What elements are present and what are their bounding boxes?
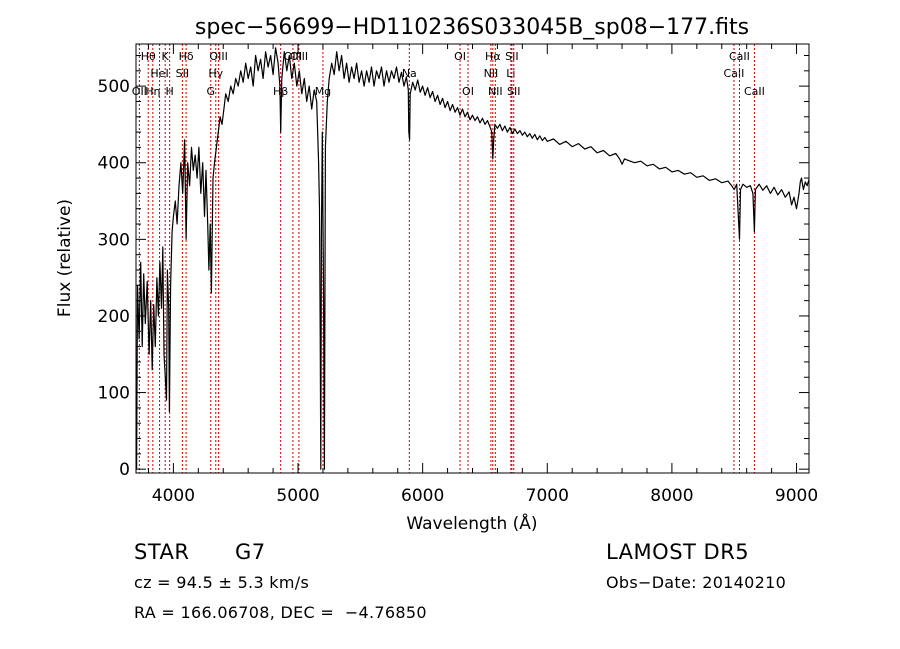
line-marker-label: Li (506, 67, 515, 80)
line-marker-label: Hθ (141, 50, 156, 63)
y-tick-label: 500 (98, 77, 130, 97)
line-marker-label: Na (402, 67, 417, 80)
line-marker-label: SII (505, 50, 518, 63)
y-tick-label: 0 (119, 460, 130, 480)
line-marker-label: CaII (744, 85, 765, 98)
x-tick-label: 9000 (775, 486, 818, 506)
line-marker-label: NII (488, 85, 503, 98)
line-marker-label: HeI (150, 67, 168, 80)
spectral-line-markers: OIIHθHηHeIKHSIIHδGHγOIIIHβOIIIOIIIMgNaOI… (132, 44, 765, 473)
line-marker-label: G (207, 85, 216, 98)
observation-date: Obs−Date: 20140210 (606, 573, 787, 592)
x-tick-label: 4000 (152, 486, 195, 506)
line-marker-label: Mg (315, 85, 331, 98)
line-marker-label: Hη (145, 85, 160, 98)
plot-frame (135, 43, 810, 474)
line-marker-label: CaII (729, 50, 750, 63)
y-axis-label: Flux (relative) (55, 199, 75, 317)
spectrum-line (136, 47, 810, 470)
line-marker-label: Hα (485, 50, 501, 63)
line-marker-label: OI (462, 85, 474, 98)
y-tick-label: 400 (98, 154, 130, 174)
line-marker-label: OI (454, 50, 466, 63)
object-class: STAR (134, 540, 190, 564)
x-axis-label: Wavelength (Å) (406, 512, 537, 534)
x-axis: 4000 5000 6000 7000 8000 9000 (147, 44, 818, 506)
line-marker-label: OIII (290, 50, 308, 63)
line-marker-label: Hβ (273, 85, 288, 98)
line-marker-label: OIII (209, 50, 227, 63)
line-marker-label: H (166, 85, 174, 98)
y-tick-label: 300 (98, 230, 130, 250)
line-marker-label: SII (176, 67, 189, 80)
x-tick-label: 6000 (401, 486, 444, 506)
y-tick-label: 100 (98, 384, 130, 404)
x-tick-label: 7000 (526, 486, 569, 506)
survey-name: LAMOST DR5 (606, 540, 750, 564)
object-subclass: G7 (235, 540, 266, 564)
line-marker-label: K (162, 50, 170, 63)
ra-dec-coordinates: RA = 166.06708, DEC = −4.76850 (134, 603, 427, 622)
y-tick-label: 200 (98, 307, 130, 327)
x-tick-label: 5000 (276, 486, 319, 506)
chart-title: spec−56699−HD110236S033045B_sp08−177.fit… (195, 15, 749, 40)
line-marker-label: Hγ (208, 67, 223, 80)
y-axis: 0 100 200 300 400 500 (98, 54, 809, 480)
line-marker-label: CaII (724, 67, 745, 80)
redshift-velocity: cz = 94.5 ± 5.3 km/s (134, 573, 310, 592)
x-tick-label: 8000 (650, 486, 693, 506)
line-marker-label: SII (507, 85, 520, 98)
line-marker-label: Hδ (179, 50, 194, 63)
line-marker-label: NII (484, 67, 499, 80)
